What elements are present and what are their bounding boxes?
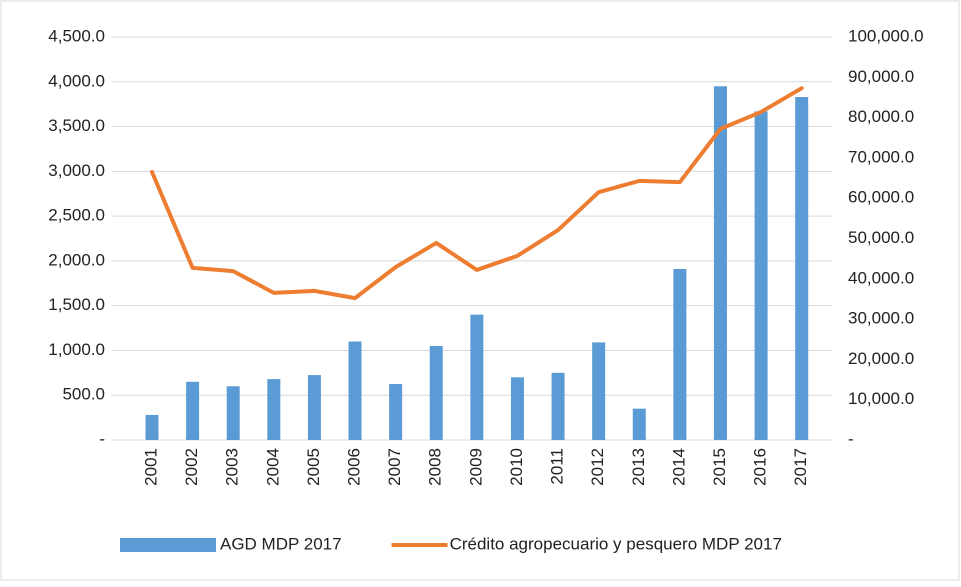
- x-tick-label: 2001: [141, 448, 160, 486]
- y-tick-label: 3,500.0: [48, 116, 105, 135]
- bar: [186, 381, 200, 440]
- x-tick-label: 2010: [507, 448, 526, 486]
- bar: [267, 379, 281, 440]
- x-tick-label: 2011: [548, 448, 567, 485]
- bar: [795, 97, 809, 440]
- bar: [713, 86, 727, 440]
- y2-tick-label: 80,000.0: [848, 107, 914, 126]
- x-tick-label: 2014: [669, 448, 688, 486]
- y2-tick-label: -: [848, 429, 854, 448]
- bar: [754, 111, 768, 440]
- x-tick-label: 2008: [426, 448, 445, 486]
- bar: [592, 342, 606, 440]
- bar: [389, 384, 403, 440]
- bar: [470, 314, 484, 440]
- y-tick-label: 1,500.0: [48, 295, 105, 314]
- bar: [510, 377, 524, 440]
- y2-tick-label: 100,000.0: [848, 26, 924, 45]
- bar: [673, 268, 687, 440]
- legend-label: Crédito agropecuario y pesquero MDP 2017: [450, 534, 782, 553]
- y2-tick-label: 50,000.0: [848, 228, 914, 247]
- x-tick-label: 2007: [385, 448, 404, 486]
- y-tick-label: 1,000.0: [48, 340, 105, 359]
- y-tick-label: 500.0: [62, 385, 105, 404]
- x-tick-label: 2003: [223, 448, 242, 486]
- x-tick-label: 2016: [751, 448, 770, 486]
- bar: [226, 386, 240, 440]
- bar: [632, 408, 646, 440]
- x-tick-label: 2005: [304, 448, 323, 486]
- bar: [145, 414, 159, 440]
- bar: [307, 375, 321, 440]
- y-tick-label: -: [99, 429, 105, 448]
- bar: [551, 372, 565, 440]
- x-tick-label: 2015: [710, 448, 729, 486]
- legend-swatch: [120, 538, 216, 552]
- x-tick-label: 2004: [263, 448, 282, 486]
- y2-tick-label: 10,000.0: [848, 389, 914, 408]
- x-tick-label: 2013: [629, 448, 648, 486]
- line: [150, 86, 804, 301]
- y-tick-label: 2,500.0: [48, 206, 105, 225]
- y-tick-label: 2,000.0: [48, 250, 105, 269]
- x-tick-label: 2006: [345, 448, 364, 486]
- legend-label: AGD MDP 2017: [220, 534, 342, 553]
- y-tick-label: 4,000.0: [48, 71, 105, 90]
- y-tick-label: 4,500.0: [48, 26, 105, 45]
- bar: [348, 341, 362, 440]
- y-tick-label: 3,000.0: [48, 161, 105, 180]
- x-tick-label: 2017: [791, 448, 810, 486]
- x-tick-label: 2009: [466, 448, 485, 486]
- y2-tick-label: 40,000.0: [848, 268, 914, 287]
- y2-tick-label: 30,000.0: [848, 309, 914, 328]
- y2-tick-label: 70,000.0: [848, 147, 914, 166]
- y2-tick-label: 60,000.0: [848, 188, 914, 207]
- x-tick-label: 2002: [182, 448, 201, 486]
- x-tick-label: 2012: [588, 448, 607, 486]
- bar: [429, 345, 443, 440]
- y2-tick-label: 20,000.0: [848, 349, 914, 368]
- y2-tick-label: 90,000.0: [848, 67, 914, 86]
